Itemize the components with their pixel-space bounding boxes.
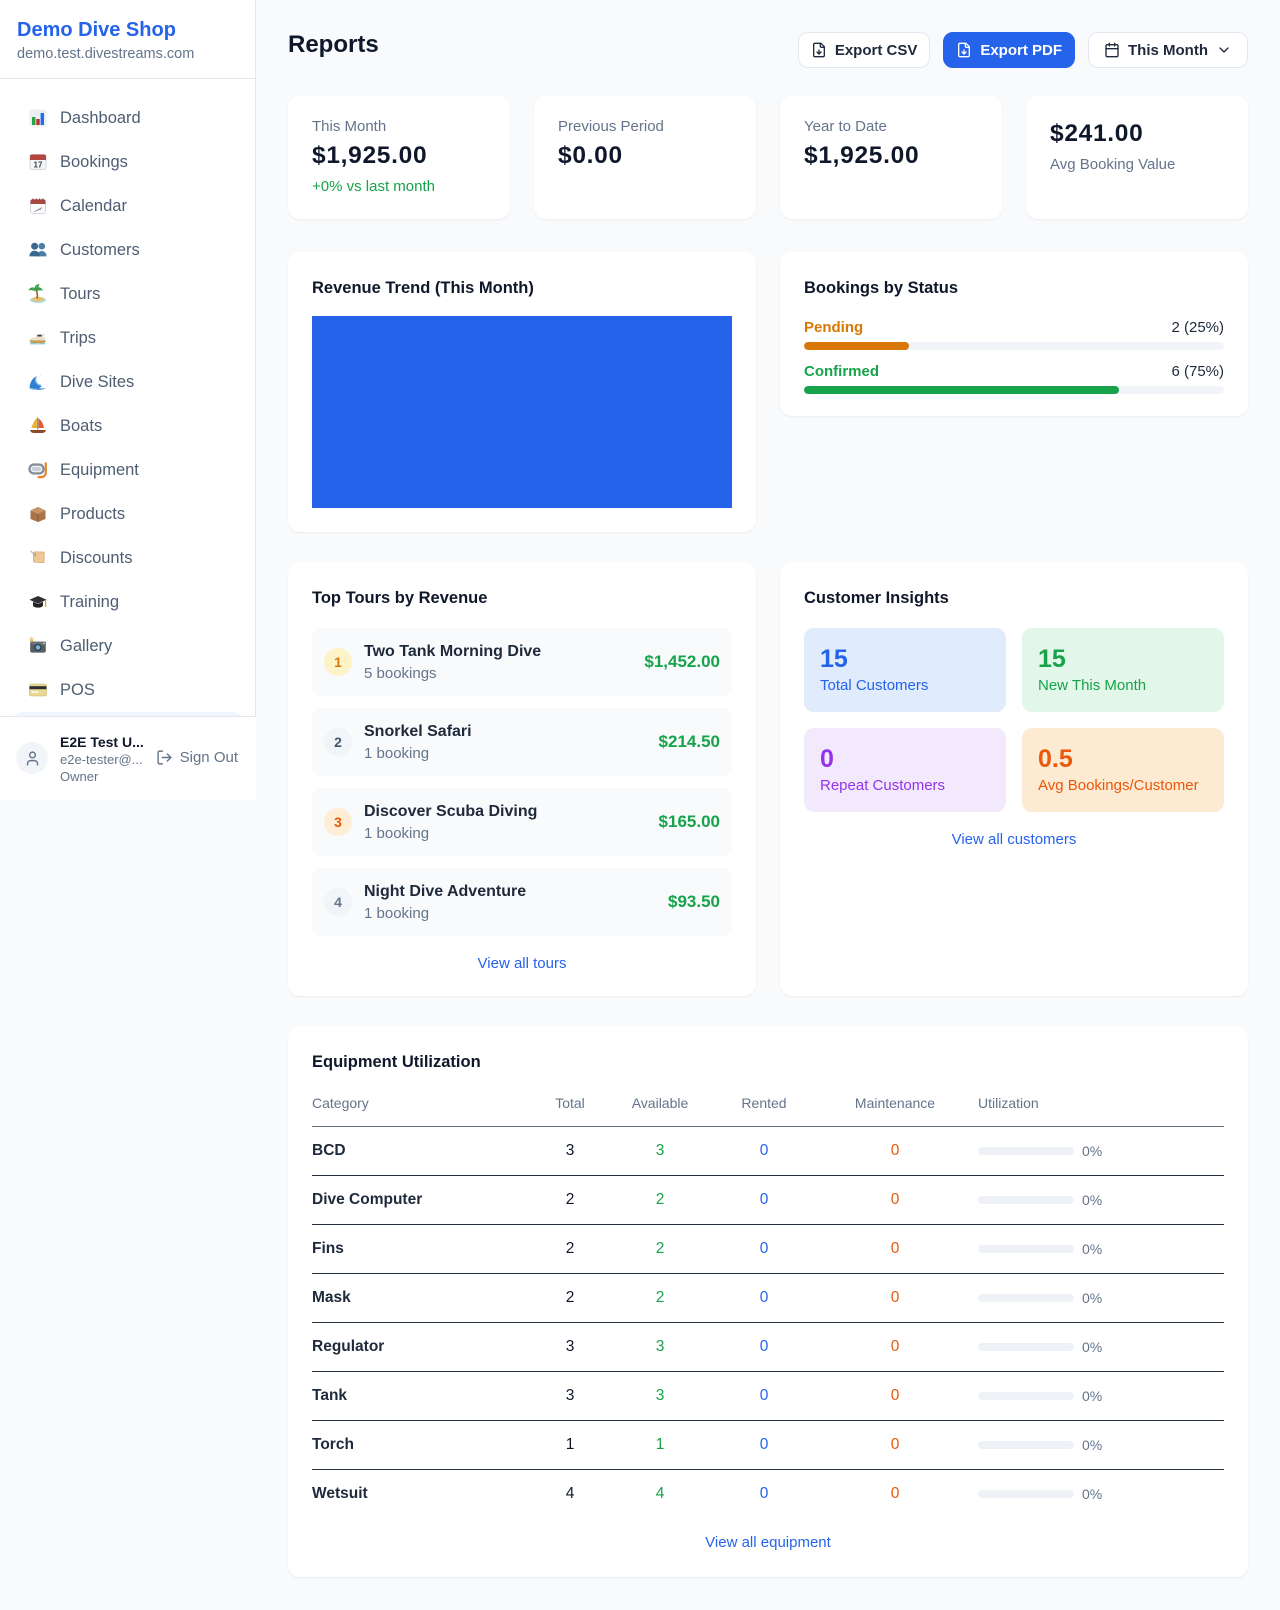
svg-text:17: 17 [34,161,43,170]
